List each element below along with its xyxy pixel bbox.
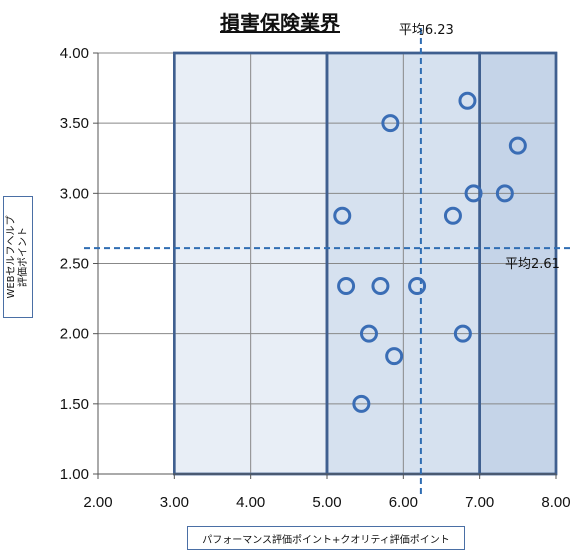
x-tick-label: 5.00 xyxy=(312,494,341,511)
x-tick-label: 8.00 xyxy=(541,494,570,511)
y-average-label: 平均2.61 xyxy=(505,257,560,272)
data-point xyxy=(352,394,371,413)
points-layer xyxy=(333,91,527,413)
data-point xyxy=(458,91,477,110)
x-axis-label: パフォーマンス評価ポイント+クオリティ評価ポイント xyxy=(202,534,450,546)
y-axis-label-box: WEBセルフヘルプ 評価ポイント xyxy=(3,196,33,318)
y-tick-label: 2.50 xyxy=(60,256,89,273)
data-point xyxy=(359,324,378,343)
y-tick-label: 1.00 xyxy=(60,466,89,483)
x-tick-label: 3.00 xyxy=(160,494,189,511)
data-point xyxy=(464,184,483,203)
x-tick-label: 7.00 xyxy=(465,494,494,511)
axis-layer xyxy=(93,52,557,479)
average-lines-layer: 平均6.23 平均2.61 xyxy=(84,23,572,498)
y-axis-label: WEBセルフヘルプ 評価ポイント xyxy=(6,215,29,299)
x-tick-label: 2.00 xyxy=(83,494,112,511)
tick-labels-layer: 1.00 1.50 2.00 2.50 3.00 3.50 4.00 2.00 3.00 4.00… xyxy=(60,45,571,511)
data-point xyxy=(453,324,472,343)
data-point xyxy=(337,276,356,295)
data-point xyxy=(333,206,352,225)
x-tick-label: 4.00 xyxy=(236,494,265,511)
data-point xyxy=(381,114,400,133)
y-tick-label: 3.50 xyxy=(60,115,89,132)
x-tick-label: 6.00 xyxy=(389,494,418,511)
x-axis-label-box: パフォーマンス評価ポイント+クオリティ評価ポイント xyxy=(187,526,465,550)
chart-title: 損害保険業界 xyxy=(220,11,340,35)
data-point xyxy=(385,347,404,366)
y-tick-label: 3.00 xyxy=(60,185,89,202)
y-tick-label: 2.00 xyxy=(60,326,89,343)
data-point xyxy=(408,276,427,295)
data-point xyxy=(495,184,514,203)
y-tick-label: 4.00 xyxy=(60,45,89,62)
data-point xyxy=(508,136,527,155)
data-point xyxy=(371,276,390,295)
x-average-label: 平均6.23 xyxy=(399,23,454,38)
data-point xyxy=(443,206,462,225)
y-tick-label: 1.50 xyxy=(60,396,89,413)
